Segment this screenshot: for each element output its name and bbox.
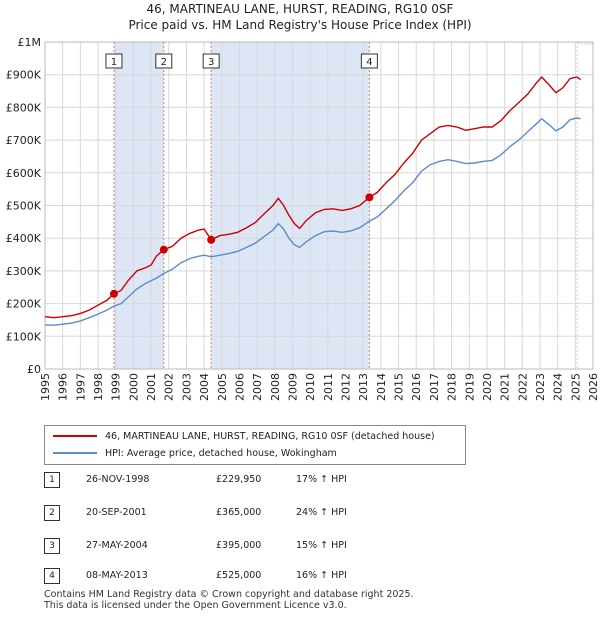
x-tick-label: 2020 xyxy=(481,373,494,401)
x-tick-label: 1998 xyxy=(92,373,105,401)
chart-subtitle: Price paid vs. HM Land Registry's House … xyxy=(128,18,472,32)
x-tick-label: 2010 xyxy=(304,373,317,401)
y-tick-label: £700K xyxy=(6,134,42,147)
x-tick-label: 2025 xyxy=(569,373,582,401)
y-tick-label: £500K xyxy=(6,200,42,213)
x-tick-label: 2021 xyxy=(499,373,512,401)
row-date: 27-MAY-2004 xyxy=(86,540,148,551)
transaction-label-box xyxy=(155,53,173,69)
row-number-badge: 4 xyxy=(44,568,60,584)
transaction-label-box xyxy=(202,53,220,69)
transaction-point xyxy=(207,235,216,244)
row-date: 26-NOV-1998 xyxy=(86,474,150,485)
row-price: £395,000 xyxy=(216,540,262,551)
x-tick-label: 2003 xyxy=(180,373,193,401)
row-price: £229,950 xyxy=(216,474,262,485)
transaction-label: 4 xyxy=(366,57,372,68)
y-tick-label: £0 xyxy=(27,363,41,376)
x-tick-label: 2012 xyxy=(340,373,353,401)
x-tick-label: 1997 xyxy=(74,373,87,401)
x-tick-label: 2017 xyxy=(428,373,441,401)
transaction-point xyxy=(159,245,168,254)
x-tick-label: 1996 xyxy=(57,373,70,401)
x-tick-label: 2024 xyxy=(552,373,565,401)
row-hpi-change: 15% ↑ HPI xyxy=(296,540,347,551)
x-tick-label: 2026 xyxy=(587,373,600,401)
x-tick-label: 2009 xyxy=(286,373,299,401)
x-tick-label: 2006 xyxy=(233,373,246,401)
x-tick-label: 2014 xyxy=(375,373,388,401)
y-tick-label: £800K xyxy=(6,101,42,114)
table-row: 1 26-NOV-1998 £229,950 17% ↑ HPI xyxy=(44,470,564,488)
x-tick-label: 2015 xyxy=(393,373,406,401)
table-row: 2 20-SEP-2001 £365,000 24% ↑ HPI xyxy=(44,503,564,521)
transaction-label: 1 xyxy=(111,57,117,68)
table-row: 3 27-MAY-2004 £395,000 15% ↑ HPI xyxy=(44,536,564,554)
legend-item-hpi: HPI: Average price, detached house, Woki… xyxy=(53,445,337,461)
transaction-label-box xyxy=(105,53,123,69)
footer: Contains HM Land Registry data © Crown c… xyxy=(44,589,414,611)
x-tick-label: 2008 xyxy=(269,373,282,401)
transaction-label-box xyxy=(360,53,378,69)
x-tick-label: 2005 xyxy=(216,373,229,401)
y-tick-label: £300K xyxy=(6,265,42,278)
legend-item-property: 46, MARTINEAU LANE, HURST, READING, RG10… xyxy=(53,428,435,444)
x-tick-label: 2002 xyxy=(163,373,176,401)
row-price: £365,000 xyxy=(216,507,262,518)
row-number-badge: 2 xyxy=(44,505,60,521)
y-tick-label: £200K xyxy=(6,298,42,311)
row-date: 20-SEP-2001 xyxy=(86,507,147,518)
x-tick-label: 2023 xyxy=(534,373,547,401)
x-tick-label: 2000 xyxy=(127,373,140,401)
y-tick-label: £900K xyxy=(6,69,42,82)
transaction-label: 2 xyxy=(161,57,167,68)
transaction-label: 3 xyxy=(208,57,214,68)
row-number-badge: 3 xyxy=(44,538,60,554)
transaction-point xyxy=(109,289,118,298)
x-tick-label: 2018 xyxy=(446,373,459,401)
row-price: £525,000 xyxy=(216,570,262,581)
table-row: 4 08-MAY-2013 £525,000 16% ↑ HPI xyxy=(44,566,564,584)
x-tick-label: 1999 xyxy=(110,373,123,401)
row-number-badge: 1 xyxy=(44,472,60,488)
property-price-line xyxy=(44,75,582,319)
legend-label-hpi: HPI: Average price, detached house, Woki… xyxy=(105,447,337,459)
plot-border xyxy=(44,41,594,370)
chart-title: 46, MARTINEAU LANE, HURST, READING, RG10… xyxy=(146,2,454,16)
x-tick-label: 2001 xyxy=(145,373,158,401)
y-tick-label: £100K xyxy=(6,330,42,343)
price-chart: £0 £100K £200K £300K £400K £500K £600K £700K £80… xyxy=(6,36,600,401)
legend: 46, MARTINEAU LANE, HURST, READING, RG10… xyxy=(44,425,466,465)
x-tick-label: 1995 xyxy=(39,373,52,401)
x-tick-label: 2011 xyxy=(322,373,335,401)
row-date: 08-MAY-2013 xyxy=(86,570,148,581)
x-tick-label: 2013 xyxy=(357,373,370,401)
x-tick-label: 2022 xyxy=(516,373,529,401)
row-hpi-change: 17% ↑ HPI xyxy=(296,474,347,485)
legend-swatch-property xyxy=(53,435,97,437)
x-tick-label: 2016 xyxy=(410,373,423,401)
row-hpi-change: 24% ↑ HPI xyxy=(296,507,347,518)
legend-label-property: 46, MARTINEAU LANE, HURST, READING, RG10… xyxy=(105,430,435,442)
hpi-line xyxy=(44,117,581,326)
footer-licence: This data is licensed under the Open Gov… xyxy=(44,600,347,611)
x-tick-label: 2004 xyxy=(198,373,211,401)
y-tick-label: £400K xyxy=(6,232,42,245)
legend-swatch-hpi xyxy=(53,452,97,454)
row-hpi-change: 16% ↑ HPI xyxy=(296,570,347,581)
footer-copyright: Contains HM Land Registry data © Crown c… xyxy=(44,589,414,600)
x-tick-label: 2019 xyxy=(463,373,476,401)
transaction-point xyxy=(365,193,374,202)
x-tick-label: 2007 xyxy=(251,373,264,401)
y-tick-label: £1M xyxy=(18,36,42,49)
y-tick-label: £600K xyxy=(6,167,42,180)
